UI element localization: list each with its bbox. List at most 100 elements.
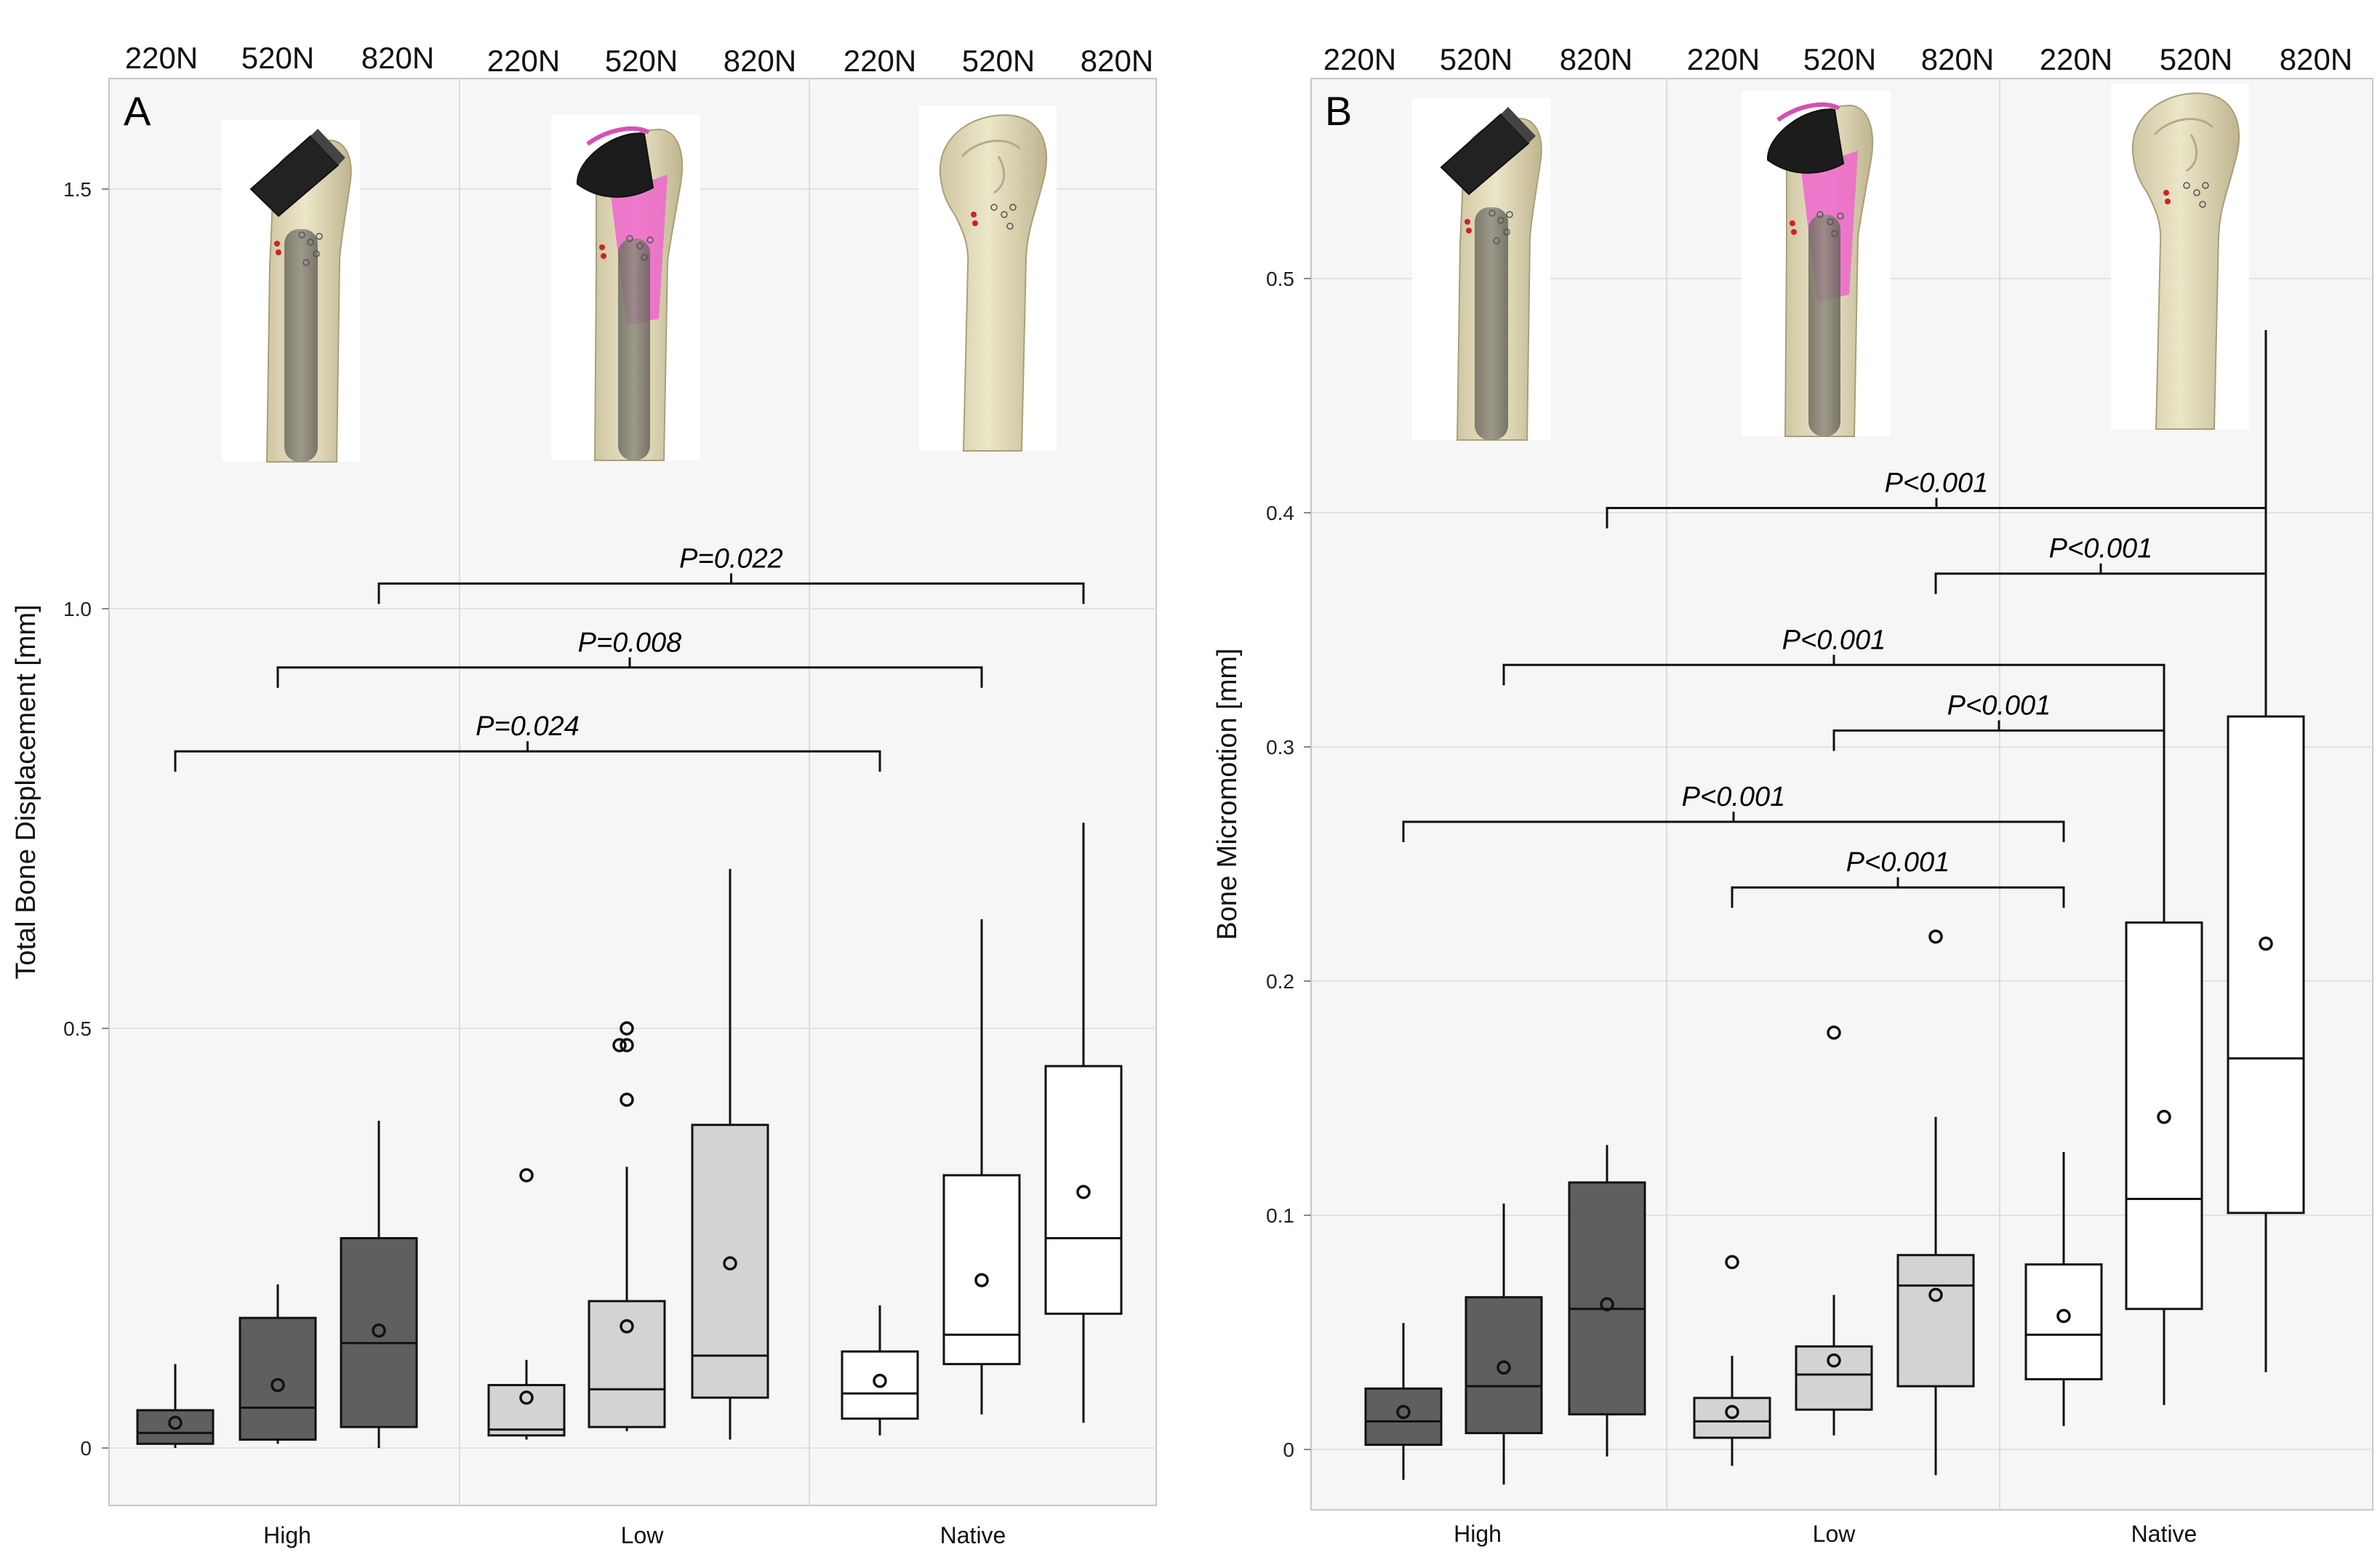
x-category-label: Native [2131, 1521, 2197, 1547]
box-iqr [136, 1409, 215, 1445]
mean-marker [271, 1377, 285, 1393]
y-axis-label-b: Bone Micromotion [mm] [1212, 648, 1243, 940]
mean-marker [2056, 1308, 2071, 1324]
y-tick-label: 0.2 [1266, 970, 1294, 993]
panel-a: 0 0.5 1.0 1.5 A 220N 520N 820N 220N 520N 82… [11, 41, 1157, 1548]
significance-a: P=0.024 P=0.008 P=0.022 [174, 543, 1085, 772]
mean-marker [1496, 1360, 1511, 1375]
box-native-520n [2125, 674, 2203, 1405]
significance-bracket: P<0.001 [1502, 625, 2165, 686]
y-tick-label: 1.5 [63, 178, 92, 201]
humerus-cement-image [1742, 91, 1891, 436]
box-high-520n [239, 1284, 317, 1444]
mean-marker [620, 1319, 634, 1334]
significance-bracket: P<0.001 [1832, 690, 2165, 751]
y-tick-label: 0.1 [1266, 1204, 1294, 1227]
outlier-point [1928, 929, 1943, 944]
p-value-label: P=0.008 [578, 628, 682, 658]
humerus-implant-image [221, 119, 361, 463]
significance-bracket: P=0.008 [276, 628, 983, 688]
mean-marker [974, 1273, 989, 1287]
box-iqr [1465, 1296, 1543, 1434]
x-category-label: Low [1813, 1521, 1856, 1547]
mean-marker [1827, 1353, 1841, 1368]
x-category-label: Native [940, 1522, 1006, 1548]
y-tick-label: 1.0 [63, 598, 92, 620]
box-native-220n [841, 1305, 919, 1436]
load-label: 520N [241, 41, 314, 75]
humerus-native-image [2109, 82, 2251, 431]
mean-marker [1076, 1185, 1091, 1199]
load-label: 520N [962, 44, 1035, 78]
box-iqr [2125, 921, 2203, 1311]
y-tick-label: 0.3 [1266, 736, 1294, 759]
box-iqr [340, 1237, 418, 1428]
load-label: 520N [1803, 42, 1876, 76]
x-category-label: Low [621, 1522, 665, 1548]
box-low-520n [588, 1021, 666, 1431]
mean-marker [2157, 1110, 2171, 1124]
humerus-implant-image [1411, 97, 1551, 441]
significance-bracket: P<0.001 [1731, 847, 2065, 908]
mean-marker [873, 1373, 887, 1388]
boxes-b [1364, 329, 2305, 1485]
mean-marker [2259, 936, 2273, 951]
box-iqr [2227, 715, 2305, 1215]
outlier-point [620, 1038, 634, 1052]
significance-bracket: P<0.001 [1402, 782, 2065, 843]
significance-b: P<0.001 P<0.001 P<0.001 P<0.001 P<0.001 P<0.0… [1402, 468, 2267, 908]
box-high-220n [1364, 1323, 1443, 1480]
box-low-520n [1795, 1025, 1873, 1436]
box-low-820n [1896, 929, 1975, 1476]
y-tick-label: 0.5 [63, 1017, 92, 1040]
load-label: 220N [844, 44, 916, 78]
humerus-native-image [917, 104, 1058, 452]
y-tick-label: 0.4 [1266, 502, 1294, 524]
load-label: 220N [2040, 42, 2112, 76]
load-label: 220N [487, 44, 560, 78]
box-iqr [487, 1383, 566, 1437]
load-label: 820N [361, 41, 434, 75]
p-value-label: P<0.001 [1947, 690, 2051, 721]
p-value-label: P=0.024 [476, 711, 580, 742]
p-value-label: P<0.001 [1885, 468, 1989, 499]
mean-marker [1600, 1297, 1614, 1312]
box-low-820n [691, 868, 769, 1440]
box-iqr [1896, 1254, 1975, 1388]
load-label: 520N [2160, 42, 2232, 76]
yticks-a: 0 0.5 1.0 1.5 [63, 178, 109, 1460]
load-label: 220N [1687, 42, 1760, 76]
load-label: 820N [724, 44, 796, 78]
significance-bracket: P<0.001 [1934, 534, 2267, 594]
box-iqr [942, 1174, 1021, 1366]
load-label: 520N [1440, 42, 1512, 76]
load-label: 220N [1323, 42, 1396, 76]
box-native-220n [2024, 1152, 2103, 1426]
outlier-point [519, 1168, 534, 1183]
boxes-a [136, 823, 1123, 1448]
p-value-label: P<0.001 [1782, 625, 1886, 655]
load-label: 520N [605, 44, 678, 78]
significance-bracket: P<0.001 [1606, 468, 2267, 529]
mean-marker [723, 1256, 737, 1271]
outlier-point [612, 1038, 627, 1052]
box-iqr [1795, 1345, 1873, 1411]
box-native-820n [1044, 823, 1123, 1423]
p-value-label: P<0.001 [1682, 782, 1786, 812]
mean-marker [1725, 1404, 1739, 1420]
mean-marker [1396, 1404, 1411, 1420]
significance-bracket: P=0.024 [174, 711, 881, 772]
p-value-label: P<0.001 [2049, 534, 2153, 564]
outlier-point [1827, 1025, 1841, 1040]
mean-marker [168, 1415, 183, 1431]
box-iqr [1044, 1065, 1123, 1315]
box-iqr [841, 1350, 919, 1420]
panel-label-a: A [124, 88, 151, 134]
humerus-cement-image [551, 115, 700, 460]
load-label: 820N [1081, 44, 1153, 78]
box-low-220n [1693, 1255, 1771, 1466]
load-label: 820N [1560, 42, 1632, 76]
box-native-820n [2227, 329, 2305, 1372]
mean-marker [519, 1391, 534, 1405]
